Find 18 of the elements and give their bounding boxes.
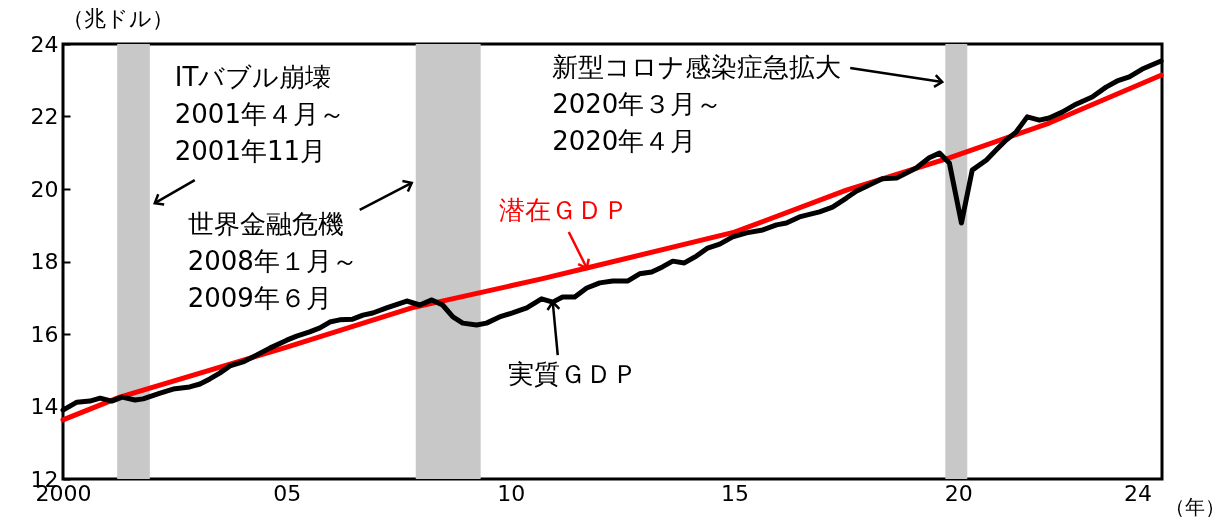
- y-axis-title: （兆ドル）: [61, 5, 174, 31]
- y-tick-label: 22: [30, 104, 59, 129]
- annotation: 世界金融危機 2008年１月～ 2009年６月: [187, 208, 358, 313]
- annotation: ITバブル崩壊 2001年４月～ 2001年11月: [174, 62, 345, 167]
- y-tick-label: 14: [30, 394, 59, 419]
- legend-label: 実質ＧＤＰ: [507, 359, 638, 390]
- y-tick-label: 20: [30, 176, 59, 202]
- x-tick-label: 15: [720, 480, 749, 506]
- series-label: 潜在ＧＤＰ: [498, 195, 629, 226]
- x-tick-label: 24: [1123, 480, 1152, 506]
- annotation: 新型コロナ感染症急拡大 2020年３月～ 2020年４月: [552, 52, 842, 157]
- x-tick-label: 20: [944, 480, 973, 506]
- x-axis-title: （年）: [1164, 494, 1225, 517]
- x-tick-label: 05: [273, 480, 302, 506]
- y-tick-label: 16: [30, 321, 59, 347]
- y-tick-label: 18: [30, 249, 59, 274]
- y-tick-label: 24: [30, 31, 59, 57]
- x-tick-label: 10: [497, 480, 526, 506]
